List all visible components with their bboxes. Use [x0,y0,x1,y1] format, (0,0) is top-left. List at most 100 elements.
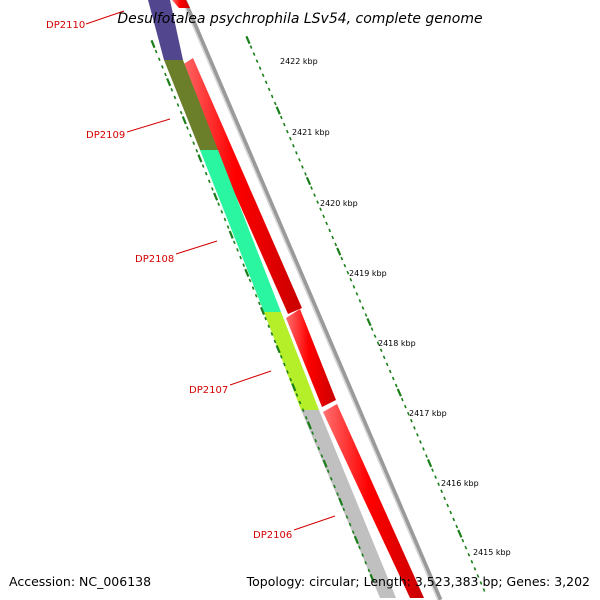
tick-mark [394,383,398,388]
tick-mark [385,362,389,367]
tick-mark [301,165,304,169]
gene-DP2107-block[interactable] [264,312,319,410]
tick-mark [213,192,219,201]
tick-mark [434,475,437,479]
tick-mark [164,72,167,77]
tick-mark [154,49,158,54]
tick-mark [285,129,289,134]
tick-mark [440,489,444,494]
reverse-strand [148,0,396,598]
tick-mark [279,115,283,120]
leader-line [175,240,218,255]
tick-mark [329,477,333,481]
tick-mark [470,560,474,564]
tick-mark [364,560,368,565]
tick-mark [338,497,344,506]
tick-mark [419,440,422,444]
tick-mark [211,187,214,191]
tick-mark [313,193,316,197]
tick-mark [476,574,480,578]
gene-DP2106-block[interactable] [301,410,396,598]
tick-mark [328,228,332,233]
tick-mark [406,411,410,416]
tick-mark [331,235,335,240]
tick-mark [388,369,392,374]
tick-mark [305,176,312,186]
gene-DP2110-block[interactable] [148,0,183,60]
tick-mark [244,268,250,278]
tick-mark [449,510,453,515]
tick-mark [295,393,299,397]
tick-mark [298,158,301,162]
tick-mark [342,507,346,512]
tick-mark [464,545,468,550]
gene-label-DP2110: DP2110 [46,20,85,31]
tick-mark [223,217,227,222]
tick-mark [333,484,336,489]
gene-DP2108-block[interactable] [200,150,281,312]
tick-mark [301,408,305,412]
tick-mark [334,242,338,247]
tick-mark [189,133,192,138]
tick-mark [251,286,255,290]
tick-mark [270,94,274,99]
tick-mark [239,255,242,260]
tick-mark [473,567,477,571]
tick-mark [343,263,347,268]
tick-mark [275,106,281,115]
kbp-label: 2418 kbp [378,339,416,348]
tick-mark [288,136,292,141]
tick-mark [346,270,350,275]
tick-mark [320,454,324,458]
tick-mark [173,95,177,100]
forward-gene-arrow [286,309,336,407]
tick-mark [316,200,319,204]
tick-mark [457,529,463,538]
tick-mark [242,263,246,267]
tick-mark [352,285,356,289]
tick-mark [275,344,281,354]
tick-mark [369,573,375,583]
tick-mark [358,545,361,550]
tick-mark [298,400,302,405]
tick-mark [310,186,313,190]
tick-mark [311,431,314,435]
tick-mark [181,116,187,125]
tick-mark [336,247,342,256]
tick-mark [349,277,353,282]
tick-mark [400,397,404,402]
accession-text: Accession: NC_006138 [9,574,151,589]
tick-mark [443,496,447,501]
tick-mark [226,225,230,229]
gene-DP2109-block[interactable] [164,60,218,150]
tick-mark [254,293,258,298]
gene-label-DP2106: DP2106 [253,530,292,541]
tick-mark [170,88,174,92]
tick-mark [161,65,164,69]
tick-mark [261,73,265,78]
tick-mark [252,52,256,56]
tick-mark [416,433,419,437]
tick-mark [157,57,161,62]
tick-mark [351,530,355,534]
leader-line [126,118,171,133]
tick-mark [437,482,440,487]
tick-mark [201,164,205,168]
tick-mark [195,149,199,153]
tick-mark [186,126,189,130]
kbp-label: 2416 kbp [441,479,479,488]
tick-mark [396,388,402,397]
tick-mark [358,299,362,303]
tick-mark [361,553,364,557]
tick-mark [413,426,416,430]
tick-mark [150,39,156,49]
tick-mark [379,348,383,353]
genome-summary-text: Topology: circular; Length: 3,523,383 bp… [246,574,590,589]
kbp-scale: 2422 kbp 2421 kbp 2420 kbp 2419 kbp 2418… [280,57,511,557]
tick-mark [446,503,450,508]
tick-mark [345,515,349,519]
tick-mark [267,87,271,92]
tick-mark [376,341,380,345]
tick-mark [355,292,359,296]
